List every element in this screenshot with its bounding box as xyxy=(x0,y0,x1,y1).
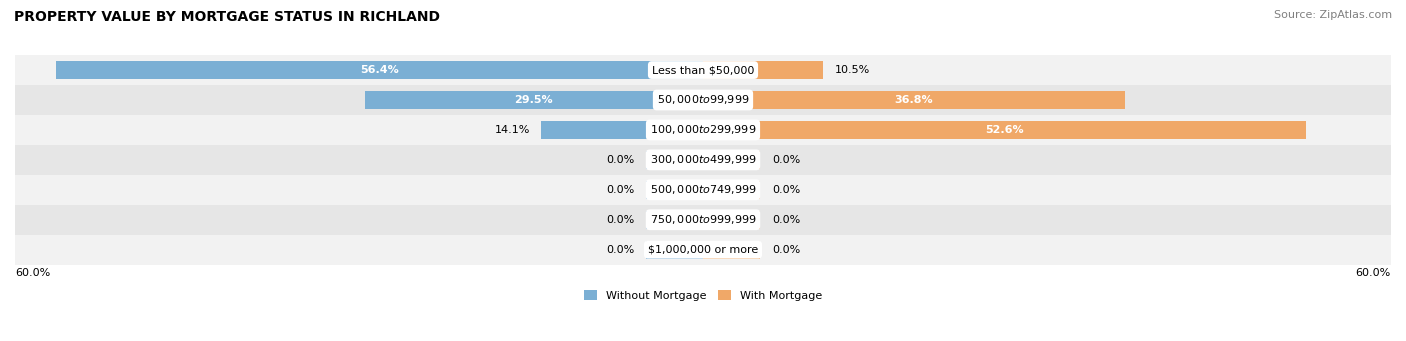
Text: 60.0%: 60.0% xyxy=(15,268,51,278)
Bar xyxy=(15,175,1391,205)
Text: 14.1%: 14.1% xyxy=(495,125,530,135)
Bar xyxy=(645,241,703,259)
Text: 10.5%: 10.5% xyxy=(835,65,870,75)
Bar xyxy=(703,121,1306,139)
Text: Source: ZipAtlas.com: Source: ZipAtlas.com xyxy=(1274,10,1392,20)
Bar xyxy=(364,91,703,109)
Bar xyxy=(703,181,761,199)
Text: 0.0%: 0.0% xyxy=(772,155,800,165)
Text: 36.8%: 36.8% xyxy=(894,95,934,105)
Bar xyxy=(645,181,703,199)
Text: 0.0%: 0.0% xyxy=(772,245,800,255)
Text: PROPERTY VALUE BY MORTGAGE STATUS IN RICHLAND: PROPERTY VALUE BY MORTGAGE STATUS IN RIC… xyxy=(14,10,440,24)
Text: 60.0%: 60.0% xyxy=(1355,268,1391,278)
Text: 56.4%: 56.4% xyxy=(360,65,399,75)
Text: $750,000 to $999,999: $750,000 to $999,999 xyxy=(650,213,756,226)
Bar xyxy=(645,151,703,169)
Bar xyxy=(15,115,1391,145)
Text: 0.0%: 0.0% xyxy=(772,215,800,225)
Bar xyxy=(15,85,1391,115)
Text: 52.6%: 52.6% xyxy=(986,125,1024,135)
Text: 0.0%: 0.0% xyxy=(606,245,634,255)
Text: Less than $50,000: Less than $50,000 xyxy=(652,65,754,75)
Legend: Without Mortgage, With Mortgage: Without Mortgage, With Mortgage xyxy=(579,285,827,305)
Text: $500,000 to $749,999: $500,000 to $749,999 xyxy=(650,183,756,196)
Text: 0.0%: 0.0% xyxy=(772,185,800,195)
Bar xyxy=(15,205,1391,235)
Text: $300,000 to $499,999: $300,000 to $499,999 xyxy=(650,153,756,166)
Bar xyxy=(15,55,1391,85)
Bar xyxy=(15,145,1391,175)
Bar xyxy=(56,61,703,79)
Text: $1,000,000 or more: $1,000,000 or more xyxy=(648,245,758,255)
Text: 0.0%: 0.0% xyxy=(606,155,634,165)
Text: 29.5%: 29.5% xyxy=(515,95,553,105)
Bar xyxy=(645,211,703,229)
Bar xyxy=(703,91,1125,109)
Bar xyxy=(703,61,824,79)
Bar xyxy=(703,151,761,169)
Text: 0.0%: 0.0% xyxy=(606,215,634,225)
Bar xyxy=(703,241,761,259)
Text: 0.0%: 0.0% xyxy=(606,185,634,195)
Text: $100,000 to $299,999: $100,000 to $299,999 xyxy=(650,123,756,136)
Text: $50,000 to $99,999: $50,000 to $99,999 xyxy=(657,93,749,106)
Bar xyxy=(15,235,1391,265)
Bar xyxy=(703,211,761,229)
Bar xyxy=(541,121,703,139)
